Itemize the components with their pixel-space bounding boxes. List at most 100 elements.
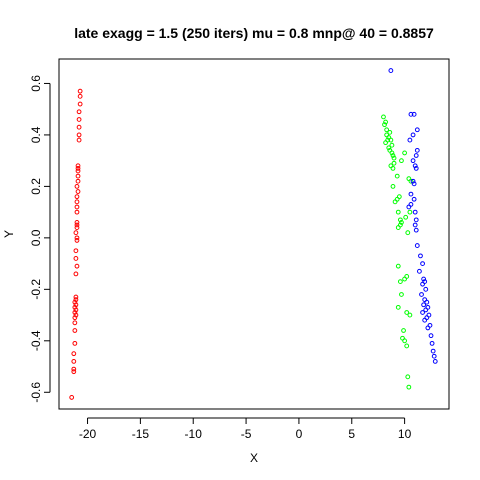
data-point-series-3 (417, 268, 422, 274)
data-point-series-1 (77, 93, 83, 99)
x-tick-label: 0 (296, 427, 303, 441)
data-point-series-2 (391, 155, 397, 161)
data-point-series-1 (75, 165, 81, 171)
data-point-series-3 (420, 281, 425, 287)
data-point-series-1 (76, 132, 82, 138)
data-point-series-2 (389, 142, 395, 148)
data-point-series-2 (390, 183, 396, 189)
data-point-series-1 (76, 109, 82, 115)
data-points (69, 68, 438, 400)
data-point-series-3 (430, 348, 436, 354)
data-point-series-3 (412, 222, 418, 228)
data-point-series-1 (72, 328, 78, 333)
plot-title: late exagg = 1.5 (250 iters) mu = 0.8 mn… (74, 25, 434, 41)
data-point-series-1 (73, 294, 79, 300)
data-point-series-1 (74, 199, 80, 205)
data-point-series-3 (411, 111, 417, 117)
y-tick-label: -0.4 (29, 330, 43, 351)
data-point-series-3 (408, 191, 414, 197)
data-point-series-3 (408, 111, 414, 117)
data-point-series-2 (382, 122, 387, 128)
data-point-series-1 (77, 101, 83, 107)
data-point-series-2 (383, 119, 388, 125)
x-tick-label: -5 (241, 427, 252, 441)
y-axis: -0.6 -0.4 -0.2 0.0 0.2 0.4 0.6 (29, 75, 51, 403)
data-point-series-1 (69, 395, 75, 400)
data-point-series-3 (413, 217, 419, 223)
data-point-series-1 (75, 168, 81, 174)
data-point-series-3 (432, 358, 438, 364)
data-point-series-2 (381, 114, 386, 120)
data-point-series-1 (75, 163, 81, 169)
data-point-series-3 (414, 243, 420, 248)
data-point-series-2 (399, 292, 404, 297)
data-point-series-3 (414, 147, 420, 153)
data-point-series-3 (421, 276, 427, 282)
data-point-series-1 (74, 222, 80, 228)
data-point-series-3 (422, 317, 428, 323)
data-point-series-1 (74, 235, 80, 241)
data-point-series-1 (72, 310, 78, 315)
data-point-series-3 (429, 340, 435, 346)
data-point-series-2 (384, 127, 390, 133)
data-point-series-3 (410, 158, 416, 164)
data-point-series-1 (74, 194, 80, 200)
data-point-series-3 (424, 299, 430, 305)
data-point-series-2 (404, 343, 410, 349)
data-point-series-3 (418, 253, 423, 259)
data-point-series-3 (411, 196, 417, 202)
data-point-series-2 (399, 220, 404, 225)
data-point-series-1 (76, 124, 82, 130)
data-point-series-2 (391, 160, 397, 166)
data-point-series-3 (431, 353, 437, 359)
data-point-series-2 (401, 328, 406, 333)
y-tick-label: 0.0 (29, 229, 43, 246)
data-point-series-1 (73, 256, 79, 261)
x-tick-label: -15 (132, 427, 150, 441)
data-point-series-3 (410, 132, 416, 138)
data-point-series-2 (388, 137, 394, 143)
data-point-series-2 (390, 153, 396, 158)
data-point-series-1 (72, 340, 78, 346)
data-point-series-1 (72, 299, 78, 305)
data-point-series-3 (412, 163, 418, 169)
data-point-series-2 (404, 310, 410, 315)
data-point-series-3 (406, 204, 412, 210)
data-point-series-1 (73, 302, 79, 308)
data-point-series-1 (73, 307, 79, 313)
data-point-series-3 (413, 227, 419, 233)
data-point-series-2 (395, 209, 401, 215)
data-point-series-2 (402, 150, 408, 156)
data-point-series-2 (395, 225, 401, 230)
data-point-series-2 (399, 158, 404, 164)
data-point-series-2 (395, 304, 401, 310)
x-tick-label: -10 (185, 427, 203, 441)
data-point-series-1 (71, 351, 77, 357)
data-point-series-2 (397, 279, 403, 285)
y-tick-label: -0.6 (29, 382, 43, 403)
data-point-series-2 (394, 173, 400, 179)
data-point-series-3 (423, 307, 429, 313)
data-point-series-3 (425, 325, 431, 331)
data-point-series-1 (72, 304, 78, 310)
data-point-series-1 (75, 189, 81, 194)
data-point-series-1 (76, 137, 82, 143)
data-point-series-2 (408, 178, 414, 184)
data-point-series-3 (423, 286, 429, 292)
data-point-series-3 (413, 153, 419, 158)
data-point-series-2 (403, 214, 409, 220)
data-point-series-1 (73, 271, 79, 277)
data-point-series-3 (414, 127, 420, 133)
data-point-series-3 (410, 178, 416, 184)
data-point-series-1 (71, 358, 77, 364)
data-point-series-2 (397, 217, 403, 223)
x-axis: -20 -15 -10 -5 0 5 10 (79, 417, 412, 441)
x-axis-label: X (250, 451, 258, 465)
data-point-series-1 (74, 183, 80, 189)
x-tick-label: 10 (398, 427, 412, 441)
y-tick-label: -0.2 (29, 279, 43, 300)
data-point-series-1 (77, 88, 83, 94)
data-point-series-1 (74, 209, 80, 215)
data-point-series-3 (420, 261, 425, 267)
